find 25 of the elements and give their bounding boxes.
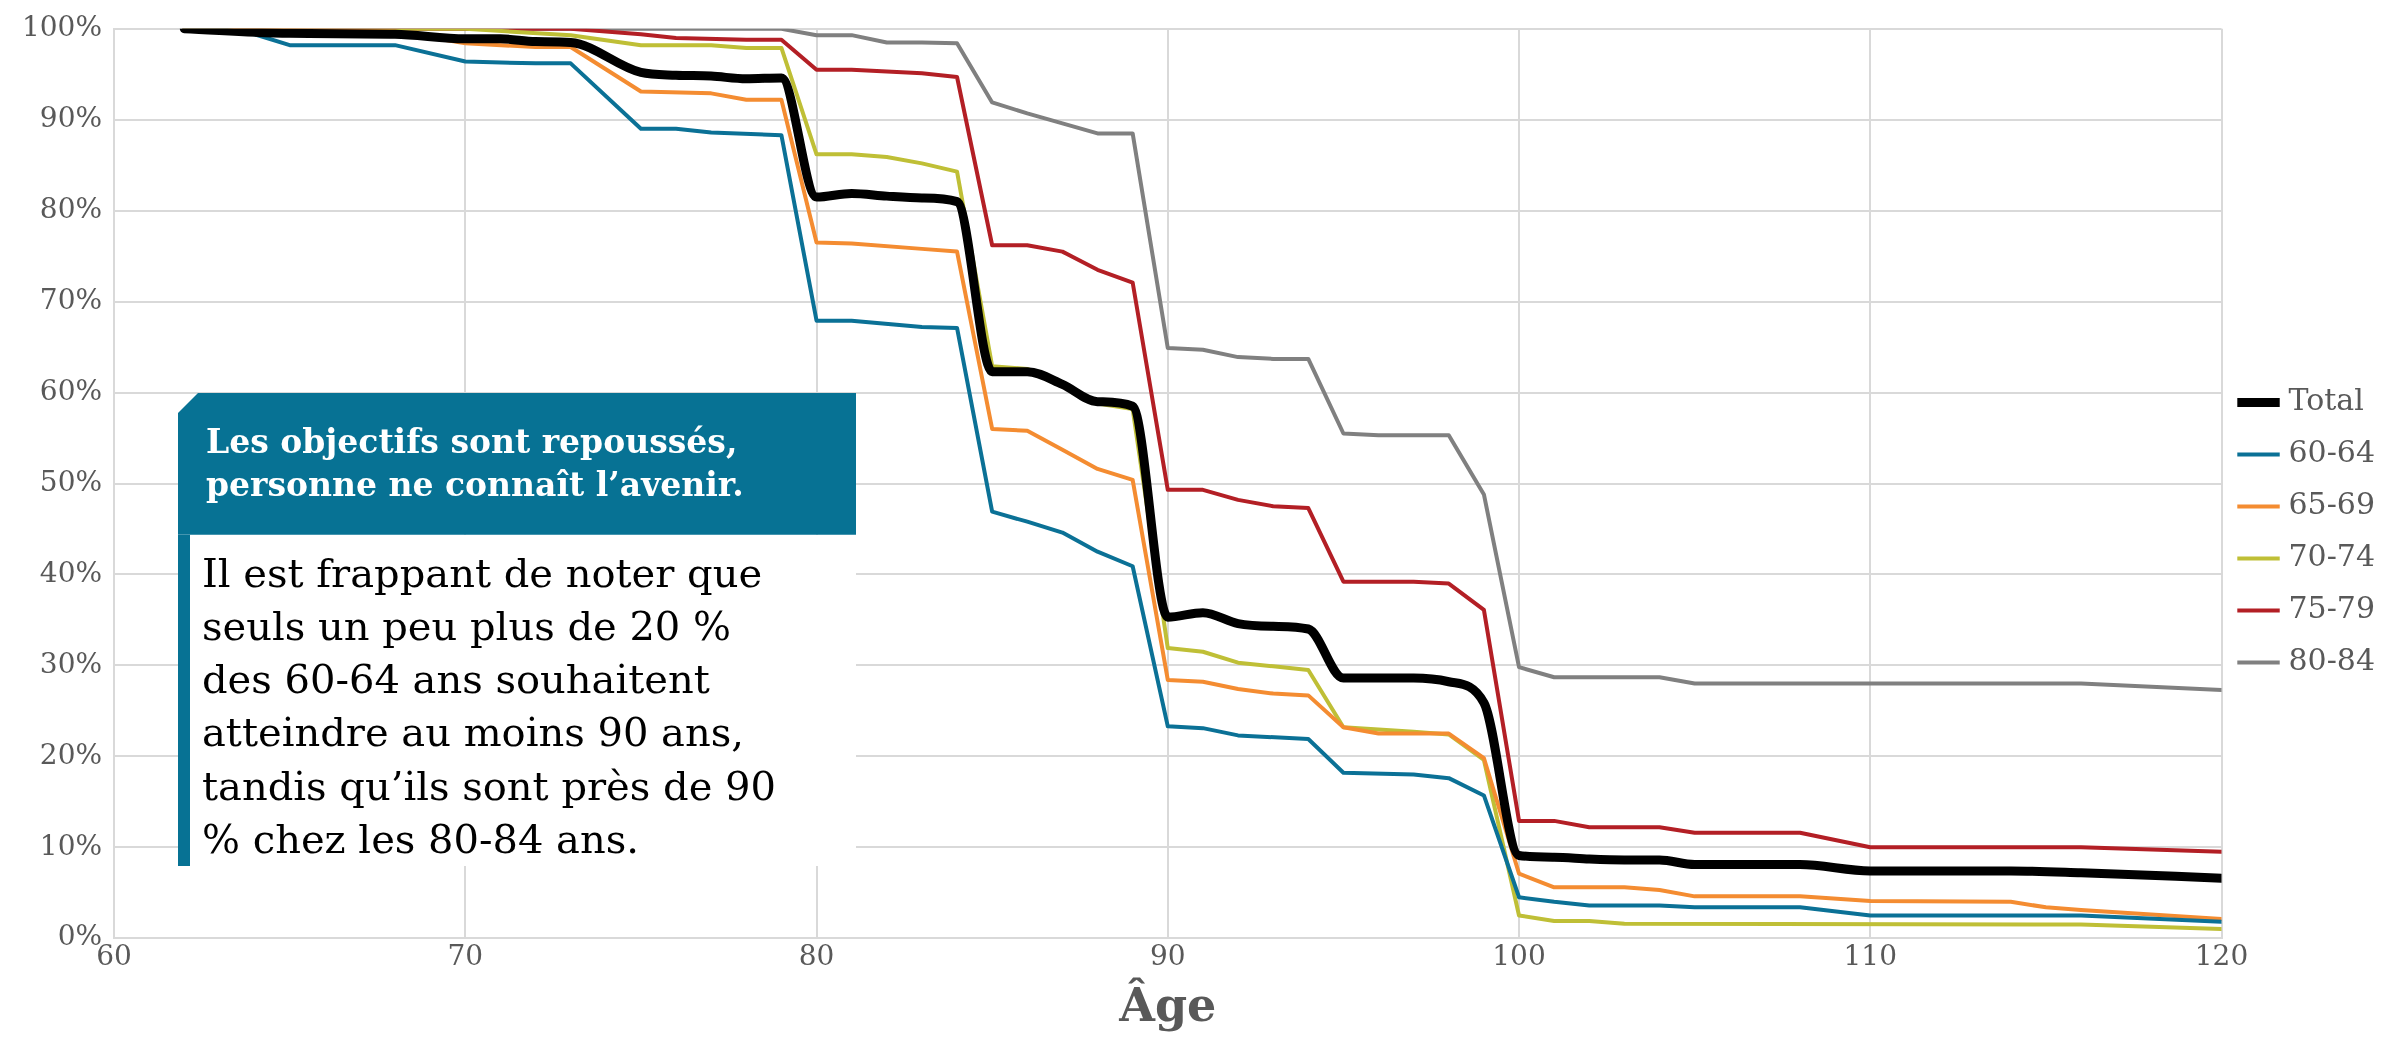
annotation: Les objectifs sont repoussés, personne ne connaît l’avenir. <box>178 393 856 535</box>
y-tick-label: 40% <box>39 555 103 589</box>
x-tick-label: 120 <box>2194 939 2249 973</box>
y-tick-label: 60% <box>39 373 103 407</box>
x-tick-label: 90 <box>1149 939 1186 973</box>
y-tick-label: 70% <box>39 282 103 316</box>
annotation: Il est frappant de noter que seuls un peu plus de 20 % des 60-64 ans souhaitent atteindre au moins 90 ans, tandis qu’ils sont près de 90 % chez les 80-84 ans. <box>178 534 856 866</box>
y-tick-label: 80% <box>39 191 103 225</box>
x-axis-title: Âge <box>1118 977 1217 1033</box>
legend-label: 60-64 <box>2288 434 2375 470</box>
legend-label: 65-69 <box>2288 486 2375 522</box>
y-tick-label: 50% <box>39 464 103 498</box>
legend-label: Total <box>2288 382 2364 418</box>
y-tick-label: 20% <box>39 737 103 771</box>
y-tick-label: 10% <box>39 828 103 862</box>
x-tick-label: 80 <box>798 939 835 973</box>
legend-label: 70-74 <box>2288 538 2375 574</box>
x-tick-label: 70 <box>447 939 484 973</box>
y-tick-label: 90% <box>39 101 103 135</box>
legend-label: 75-79 <box>2288 590 2375 626</box>
x-tick-label: 110 <box>1843 939 1897 973</box>
y-tick-label: 30% <box>39 646 103 680</box>
y-tick-label: 100% <box>21 10 103 44</box>
legend-label: 80-84 <box>2288 642 2375 678</box>
x-tick-label: 100 <box>1492 939 1546 973</box>
